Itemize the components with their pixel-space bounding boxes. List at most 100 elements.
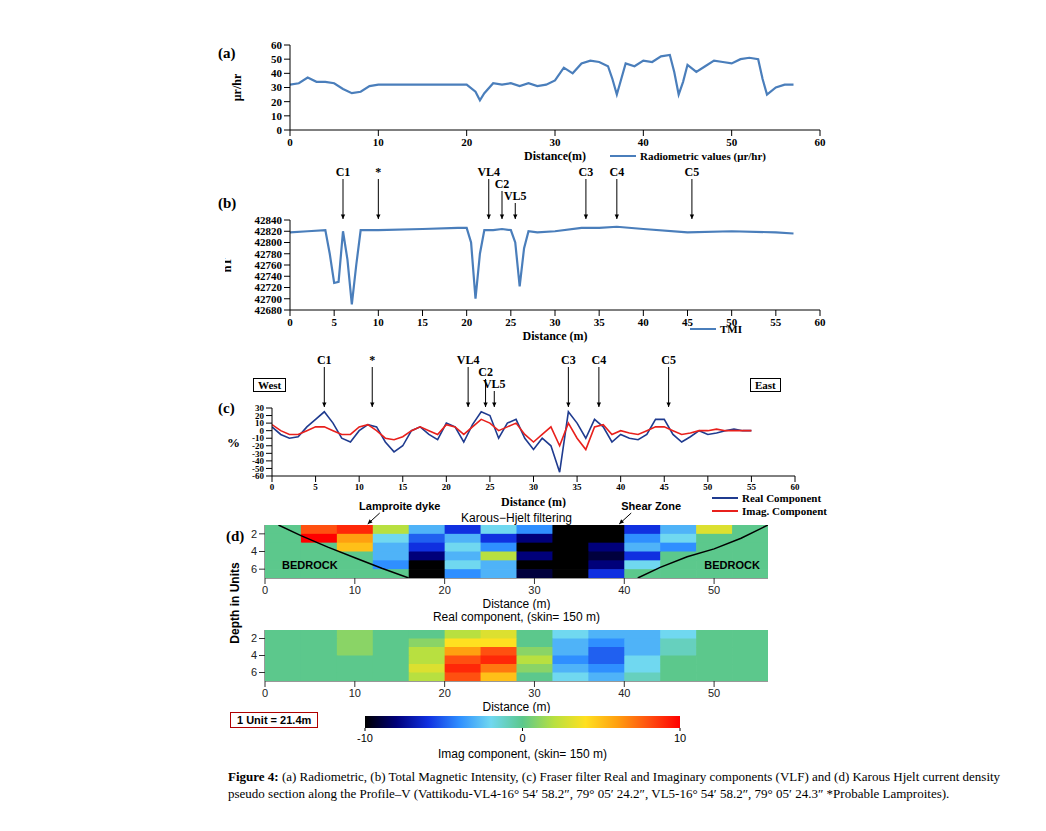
svg-text:VL4: VL4 — [477, 165, 500, 179]
svg-text:30: 30 — [550, 316, 562, 328]
svg-text:15: 15 — [398, 482, 408, 492]
svg-text:Lamproite dyke: Lamproite dyke — [359, 500, 440, 512]
svg-text:42680: 42680 — [255, 304, 283, 316]
svg-text:45: 45 — [660, 482, 670, 492]
svg-text:15: 15 — [417, 316, 429, 328]
svg-text:Distance (m): Distance (m) — [523, 329, 588, 343]
svg-text:Depth in Units: Depth in Units — [228, 562, 242, 644]
svg-text:60: 60 — [815, 316, 827, 328]
svg-text:2: 2 — [251, 632, 257, 644]
svg-text:50: 50 — [708, 584, 720, 596]
svg-text:40: 40 — [618, 584, 630, 596]
svg-text:42780: 42780 — [255, 248, 283, 260]
svg-text:Distance (m): Distance (m) — [501, 495, 566, 508]
svg-text:VL4: VL4 — [457, 353, 480, 367]
svg-text:nT: nT — [225, 258, 234, 273]
svg-text:10: 10 — [674, 732, 686, 744]
svg-text:20: 20 — [442, 482, 452, 492]
svg-text:30: 30 — [550, 136, 562, 148]
svg-text:40: 40 — [271, 67, 283, 79]
svg-text:30: 30 — [271, 81, 283, 93]
svg-text:C2: C2 — [478, 365, 493, 379]
svg-text:40: 40 — [616, 482, 626, 492]
svg-text:20: 20 — [461, 316, 473, 328]
svg-text:Imag component, (skin= 150 m): Imag component, (skin= 150 m) — [438, 747, 607, 761]
svg-text:20: 20 — [271, 96, 283, 108]
svg-text:Shear Zone: Shear Zone — [621, 500, 681, 512]
svg-text:C5: C5 — [661, 353, 676, 367]
svg-text:10: 10 — [373, 316, 385, 328]
svg-text:Distance (m): Distance (m) — [482, 597, 550, 610]
svg-text:C4: C4 — [609, 165, 624, 179]
svg-text:C5: C5 — [685, 165, 700, 179]
svg-text:0: 0 — [519, 732, 525, 744]
svg-text:4: 4 — [251, 649, 257, 661]
svg-text:60: 60 — [791, 482, 801, 492]
svg-text:VL5: VL5 — [483, 377, 506, 391]
svg-text:Karous−Hjelt filtering: Karous−Hjelt filtering — [461, 511, 572, 525]
svg-text:Distance (m): Distance (m) — [482, 700, 550, 713]
svg-text:10: 10 — [373, 136, 385, 148]
svg-text:*: * — [375, 165, 381, 179]
svg-text:35: 35 — [594, 316, 606, 328]
svg-text:50: 50 — [271, 53, 283, 65]
svg-text:0: 0 — [277, 124, 283, 136]
svg-text:5: 5 — [331, 316, 337, 328]
svg-text:50: 50 — [708, 687, 720, 699]
svg-text:40: 40 — [638, 136, 650, 148]
svg-text:0: 0 — [270, 482, 275, 492]
svg-text:C4: C4 — [592, 353, 607, 367]
svg-text:0: 0 — [262, 584, 268, 596]
svg-text:50: 50 — [703, 482, 713, 492]
svg-text:Real component, (skin= 150 m): Real component, (skin= 150 m) — [433, 610, 600, 624]
svg-text:*: * — [369, 353, 375, 367]
svg-text:Distance(m): Distance(m) — [524, 149, 586, 163]
svg-text:0: 0 — [262, 687, 268, 699]
svg-text:42740: 42740 — [255, 270, 283, 282]
svg-text:%: % — [227, 435, 240, 450]
svg-text:42820: 42820 — [255, 225, 283, 237]
svg-text:μr/hr: μr/hr — [230, 73, 244, 101]
svg-text:10: 10 — [349, 584, 361, 596]
svg-text:10: 10 — [349, 687, 361, 699]
svg-text:42760: 42760 — [255, 259, 283, 271]
svg-text:6: 6 — [251, 666, 257, 678]
svg-text:5: 5 — [313, 482, 318, 492]
svg-text:25: 25 — [485, 482, 495, 492]
svg-text:10: 10 — [355, 482, 365, 492]
svg-text:C2: C2 — [495, 177, 510, 191]
svg-text:30: 30 — [528, 687, 540, 699]
svg-text:45: 45 — [682, 316, 694, 328]
svg-text:42800: 42800 — [255, 236, 283, 248]
svg-text:30: 30 — [529, 482, 539, 492]
svg-text:6: 6 — [251, 563, 257, 575]
svg-text:2: 2 — [251, 528, 257, 540]
svg-text:60: 60 — [815, 136, 827, 148]
svg-text:40: 40 — [638, 316, 650, 328]
svg-text:42700: 42700 — [255, 293, 283, 305]
svg-text:60: 60 — [271, 39, 283, 51]
svg-text:50: 50 — [726, 136, 738, 148]
svg-text:C3: C3 — [561, 353, 576, 367]
svg-text:C3: C3 — [579, 165, 594, 179]
svg-text:20: 20 — [439, 584, 451, 596]
svg-text:30: 30 — [255, 403, 265, 413]
svg-text:42720: 42720 — [255, 281, 283, 293]
svg-text:40: 40 — [618, 687, 630, 699]
svg-text:20: 20 — [439, 687, 451, 699]
svg-text:20: 20 — [461, 136, 473, 148]
svg-text:10: 10 — [271, 110, 283, 122]
svg-text:-10: -10 — [357, 732, 373, 744]
svg-text:35: 35 — [573, 482, 583, 492]
svg-text:VL5: VL5 — [504, 189, 527, 203]
svg-text:0: 0 — [287, 136, 293, 148]
svg-text:0: 0 — [287, 316, 293, 328]
svg-text:55: 55 — [770, 316, 782, 328]
svg-text:4: 4 — [251, 545, 257, 557]
svg-text:25: 25 — [505, 316, 517, 328]
svg-text:30: 30 — [528, 584, 540, 596]
svg-text:C1: C1 — [336, 165, 351, 179]
svg-text:BEDROCK: BEDROCK — [282, 559, 338, 571]
svg-text:BEDROCK: BEDROCK — [704, 559, 760, 571]
svg-text:C1: C1 — [317, 353, 332, 367]
